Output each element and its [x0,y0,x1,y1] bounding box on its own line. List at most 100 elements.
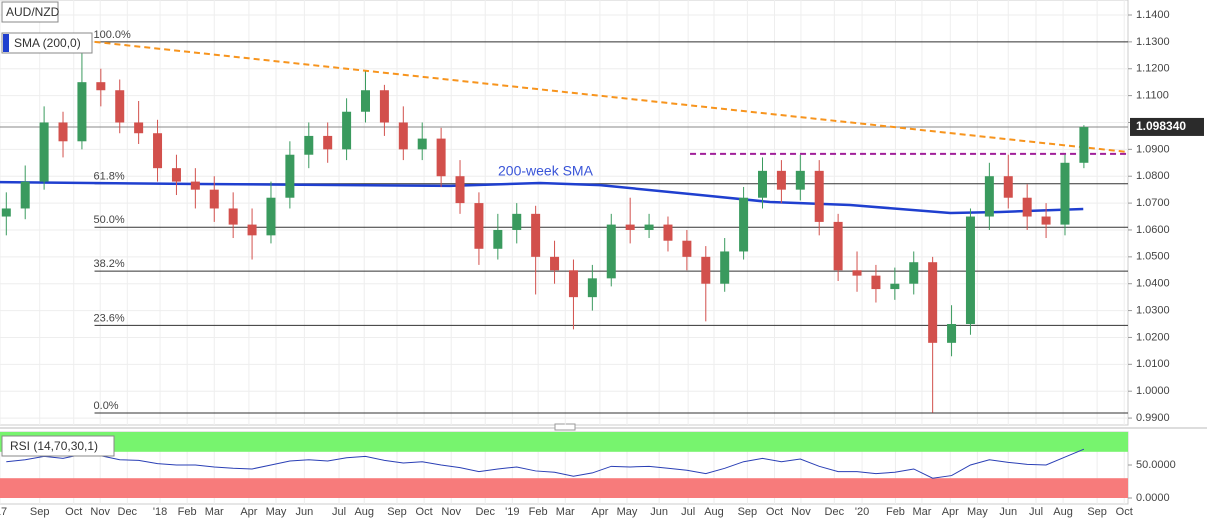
x-tick-label: Nov [90,506,110,518]
x-tick-label: Jun [999,506,1017,518]
candle-body [493,229,503,249]
y-tick-label: 1.1200 [1136,63,1170,75]
candle-body [209,189,219,209]
x-tick-label: Mar [912,506,931,518]
x-tick-label: Oct [65,506,82,518]
trend-line [94,40,1129,154]
candle-body [455,176,465,204]
y-tick-label: 1.0300 [1136,304,1170,316]
candle-body [266,197,276,236]
candle-body [663,224,673,241]
candle-body [814,170,824,222]
sma-line [0,180,1084,215]
fib-label: 0.0% [94,400,119,412]
x-tick-label: Sep [1087,506,1107,518]
y-tick-label: 1.0100 [1136,358,1170,370]
candle-body [77,82,87,142]
y-tick-label: 1.0700 [1136,197,1170,209]
candle-body [550,256,560,271]
candle-body [909,262,919,284]
candle-body [247,224,257,236]
candle-body [871,275,881,290]
indicator-box [1,32,93,54]
candle-body [720,251,730,284]
candle-body [153,133,163,169]
candle-body [304,135,314,155]
candle-body [795,170,805,190]
sma-annotation: 200-week SMA [498,163,594,179]
y-tick-label: 0.9900 [1136,412,1170,424]
rsi-oversold-band [0,478,1128,498]
candle-body [833,221,843,271]
candle-body [1060,162,1070,225]
fib-label: 50.0% [94,214,125,226]
y-tick-label: 1.0500 [1136,251,1170,263]
x-tick-label: Sep [387,506,407,518]
rsi-overbought-band [0,432,1128,452]
candle-body [285,154,295,198]
x-tick-label: Feb [886,506,905,518]
candle-body [1003,176,1013,198]
x-tick-label: '17 [0,506,7,518]
x-tick-label: Jun [295,506,313,518]
y-tick-label: 1.0800 [1136,170,1170,182]
y-tick-label: 1.1100 [1136,90,1169,102]
x-tick-label: Nov [441,506,461,518]
fib-label: 23.6% [94,312,125,324]
candle-body [398,122,408,150]
x-tick-label: Sep [738,506,758,518]
candle-body [890,283,900,290]
x-tick-label: Apr [942,506,959,518]
y-tick-label: 1.0200 [1136,331,1170,343]
candle-body [512,213,522,230]
x-tick-label: Jul [681,506,695,518]
candle-body [1022,197,1032,217]
x-tick-label: May [266,506,287,518]
x-tick-label: '18 [153,506,167,518]
rsi-tick-label: 0.0000 [1136,492,1170,504]
x-tick-label: Feb [178,506,197,518]
indicator-label: SMA (200,0) [14,36,81,50]
candle-body [1079,127,1089,163]
x-tick-label: Jul [332,506,346,518]
fib-label: 100.0% [94,29,132,41]
candle-body [58,122,68,142]
x-tick-label: Aug [354,506,374,518]
candle-body [228,208,238,225]
rsi-label-box [1,435,115,457]
last-price-label: 1.098340 [1136,119,1186,133]
x-tick-label: Jul [1029,506,1043,518]
x-tick-label: Dec [825,506,845,518]
candle-body [644,224,654,230]
candle-body [568,270,578,298]
candle-body [852,270,862,276]
x-tick-label: Oct [766,506,783,518]
candle-body [625,224,635,230]
candle-body [776,170,786,190]
candle-body [606,224,616,279]
candle-body [758,170,768,198]
x-tick-label: May [617,506,638,518]
x-tick-label: Nov [791,506,811,518]
x-tick-label: '19 [505,506,519,518]
x-tick-label: Aug [1053,506,1073,518]
candle-body [134,122,144,134]
candle-body [171,168,181,182]
candle-body [39,122,49,182]
y-tick-label: 1.0400 [1136,278,1170,290]
symbol-box [1,1,59,23]
indicator-swatch [3,34,9,52]
candle-body [965,216,975,325]
candle-body [984,176,994,217]
x-tick-label: Oct [1116,506,1133,518]
x-tick-label: Mar [556,506,575,518]
candle-body [474,203,484,249]
x-tick-label: May [967,506,988,518]
x-tick-label: Dec [475,506,495,518]
candle-body [682,240,692,257]
candle-body [1,208,11,217]
x-tick-label: Mar [205,506,224,518]
candle-body [587,278,597,298]
y-tick-label: 1.1400 [1136,9,1170,21]
